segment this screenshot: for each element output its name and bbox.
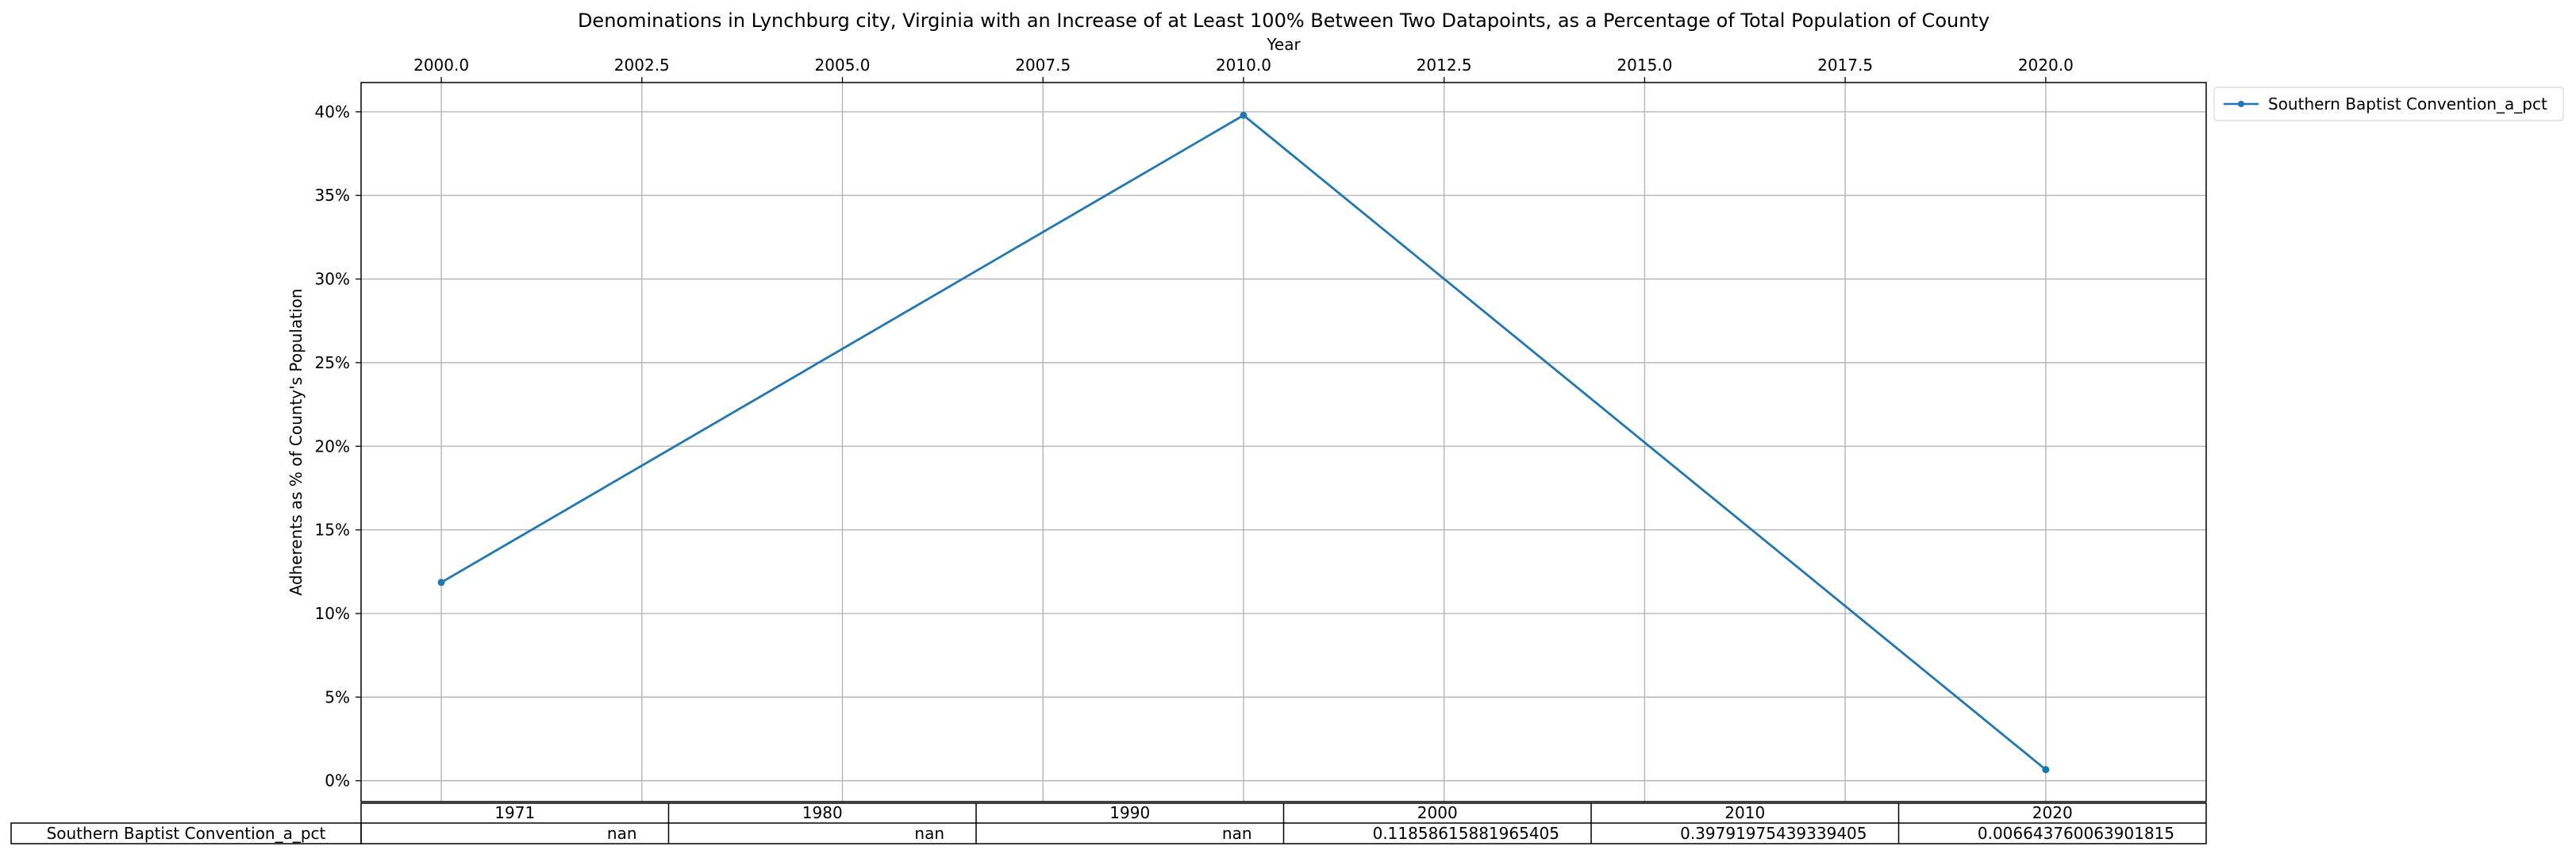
- y-tick-label: 20%: [315, 437, 350, 456]
- table-cell: nan: [607, 824, 637, 843]
- y-tick-label: 15%: [315, 521, 350, 540]
- x-tick-label: 2000.0: [413, 56, 469, 75]
- y-tick-label: 10%: [315, 604, 350, 623]
- table-cell: nan: [1222, 824, 1252, 843]
- table-cell: 0.006643760063901815: [1978, 824, 2174, 843]
- table-cell: 0.39791975439339405: [1680, 824, 1867, 843]
- y-axis-title: Adherents as % of County's Population: [286, 288, 306, 595]
- table-row-label: Southern Baptist Convention_a_pct: [47, 824, 326, 843]
- y-tick-label: 30%: [315, 270, 350, 289]
- y-tick-label: 25%: [315, 353, 350, 372]
- legend: Southern Baptist Convention_a_pct: [2213, 87, 2564, 121]
- x-tick-label: 2017.5: [1817, 56, 1873, 75]
- table-col-header: 2010: [1724, 803, 1765, 822]
- y-tick-label: 40%: [315, 102, 350, 121]
- table-row-label-cell: [10, 822, 362, 844]
- legend-label: Southern Baptist Convention_a_pct: [2268, 94, 2547, 113]
- data-table: 1971 1980 1990 2000 2010 2020 Southern Baptist…: [10, 802, 2207, 844]
- table-col-header: 1971: [494, 803, 535, 822]
- data-point: [1240, 111, 1248, 119]
- x-tick-label: 2002.5: [614, 56, 670, 75]
- x-tick-label: 2005.0: [815, 56, 871, 75]
- chart-title: Denominations in Lynchburg city, Virgini…: [578, 10, 1990, 32]
- table-cell: 0.11858615881965405: [1373, 824, 1559, 843]
- x-tick-label: 2010.0: [1216, 56, 1271, 75]
- table-col-header: 1980: [802, 803, 843, 822]
- x-tick-label: 2007.5: [1015, 56, 1071, 75]
- table-col-header: 1990: [1109, 803, 1150, 822]
- plot-frame: [360, 82, 2207, 802]
- data-point: [437, 579, 445, 587]
- legend-box: [2213, 87, 2564, 121]
- y-tick-label: 5%: [325, 687, 350, 706]
- table-cell: nan: [914, 824, 944, 843]
- x-tick-label: 2012.5: [1417, 56, 1472, 75]
- x-axis-title: Year: [1266, 35, 1301, 54]
- data-point: [2042, 766, 2050, 774]
- x-tick-label: 2020.0: [2018, 56, 2074, 75]
- series-layer: [437, 111, 2050, 774]
- table-col-header: 2020: [2032, 803, 2073, 822]
- tick-layer: 2000.0 2002.5 2005.0 2007.5 2010.0 2012.5 2015…: [315, 56, 2074, 791]
- grid-lines: [361, 83, 2206, 802]
- y-tick-label: 35%: [315, 186, 350, 205]
- table-col-header: 2000: [1417, 803, 1458, 822]
- legend-swatch-marker: [2238, 101, 2244, 107]
- y-tick-label: 0%: [325, 771, 350, 791]
- x-tick-label: 2015.0: [1617, 56, 1672, 75]
